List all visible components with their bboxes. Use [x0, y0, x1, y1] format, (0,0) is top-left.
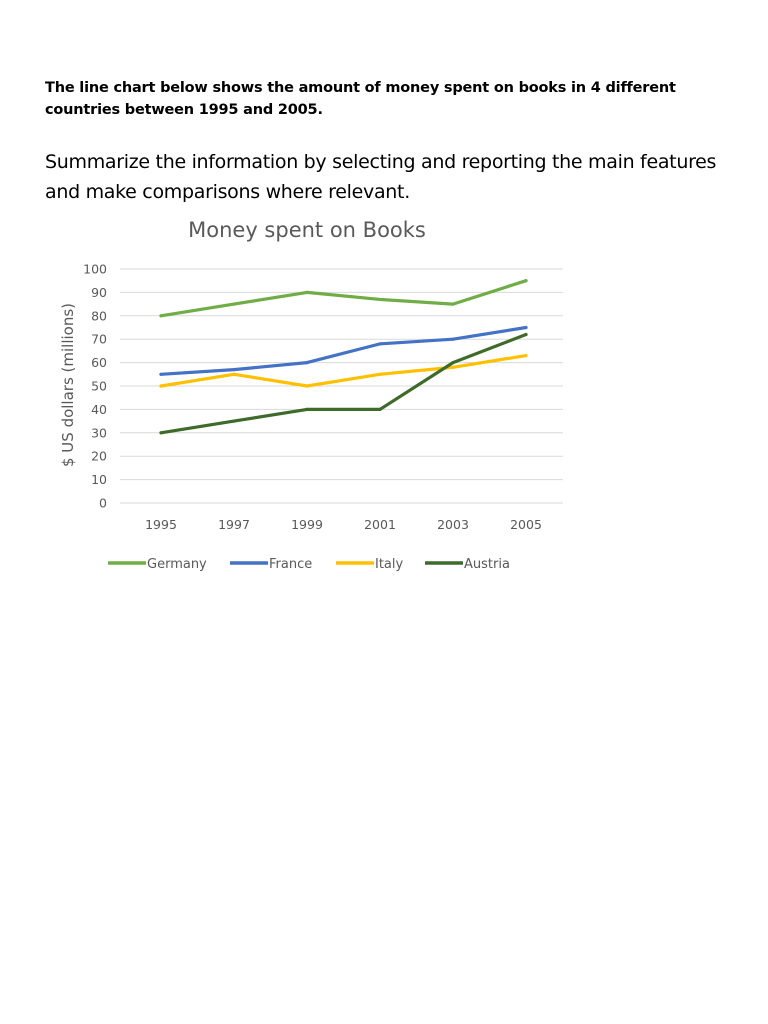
legend-label-italy: Italy [375, 557, 404, 572]
data-point-austria [378, 407, 382, 411]
data-point-austria [305, 407, 309, 411]
y-tick-label: 80 [91, 308, 107, 323]
data-point-germany [305, 290, 309, 294]
data-point-italy [232, 372, 236, 376]
y-tick-label: 50 [91, 379, 107, 394]
data-point-france [524, 325, 528, 330]
data-point-italy [451, 365, 455, 369]
data-point-france [232, 368, 236, 372]
data-point-france [378, 342, 382, 346]
legend-label-germany: Germany [147, 557, 207, 572]
series-line-austria [159, 332, 528, 435]
series-lines [159, 279, 528, 435]
data-point-france [159, 372, 163, 376]
data-point-france [451, 337, 455, 341]
data-point-italy [378, 372, 382, 376]
data-point-italy [305, 384, 309, 388]
data-point-austria [451, 361, 455, 365]
x-tick-label: 2001 [364, 517, 396, 532]
data-point-austria [159, 431, 163, 435]
legend-label-france: France [269, 557, 312, 572]
y-tick-label: 90 [91, 285, 107, 300]
y-tick-label: 60 [91, 355, 107, 370]
series-line-france [159, 325, 528, 376]
series-line-germany [159, 279, 528, 318]
data-point-germany [451, 302, 455, 306]
y-tick-label: 100 [83, 262, 107, 277]
data-point-germany [378, 297, 382, 302]
gridlines [120, 268, 563, 504]
x-axis-ticks: 1995 1997 1999 2001 2003 2005 [145, 517, 542, 532]
data-point-france [305, 361, 309, 365]
x-tick-label: 1997 [218, 517, 250, 532]
task-instruction: Summarize the information by selecting a… [45, 151, 717, 203]
y-tick-label: 10 [91, 472, 107, 487]
data-point-germany [159, 314, 163, 318]
y-tick-label: 70 [91, 332, 107, 347]
data-point-austria [232, 419, 236, 423]
data-point-austria [524, 332, 528, 337]
series-line-italy [159, 353, 528, 388]
y-tick-label: 0 [99, 496, 107, 511]
legend: Germany France Italy Austria [108, 557, 510, 572]
legend-label-austria: Austria [464, 557, 510, 572]
task-heading: The line chart below shows the amount of… [45, 80, 676, 118]
data-point-italy [159, 384, 163, 388]
y-axis-ticks: 0 10 20 30 40 50 60 70 80 90 100 [83, 262, 107, 511]
x-tick-label: 1999 [291, 517, 323, 532]
y-tick-label: 20 [91, 449, 107, 464]
chart-title: Money spent on Books [188, 218, 426, 242]
data-point-italy [524, 353, 528, 358]
x-tick-label: 2005 [510, 517, 542, 532]
x-tick-label: 1995 [145, 517, 177, 532]
y-axis-title: $ US dollars (millions) [59, 303, 77, 467]
data-point-germany [232, 302, 236, 306]
data-point-germany [524, 279, 528, 283]
y-tick-label: 40 [91, 402, 107, 417]
x-tick-label: 2003 [437, 517, 469, 532]
y-tick-label: 30 [91, 425, 107, 440]
